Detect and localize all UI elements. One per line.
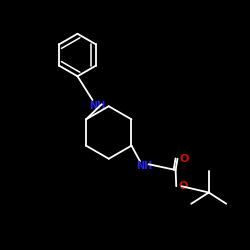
Text: O: O bbox=[180, 154, 189, 164]
Text: NH: NH bbox=[136, 161, 152, 171]
Text: NH: NH bbox=[89, 101, 105, 111]
Text: O: O bbox=[178, 181, 188, 191]
